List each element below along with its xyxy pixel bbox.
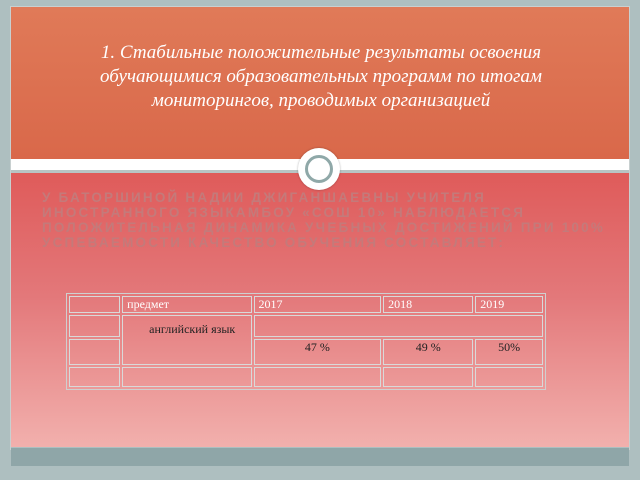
header-2018: 2018	[383, 296, 474, 313]
subject-cell: английский язык	[122, 315, 252, 365]
table-cell-empty	[69, 367, 121, 387]
table-cell-empty	[122, 367, 252, 387]
slide-title: 1. Стабильные положительные результаты о…	[99, 42, 543, 111]
table-row	[69, 367, 543, 387]
table-header-row: предмет 2017 2018 2019	[69, 296, 543, 313]
content-panel	[11, 173, 629, 447]
table-cell-empty	[383, 367, 474, 387]
table-row: английский язык	[69, 315, 543, 365]
header-2017: 2017	[253, 296, 382, 313]
value-2019: 50%	[475, 339, 543, 365]
table-cell-empty	[253, 315, 543, 337]
slide-body-text: У Баторшиной Надии Джиганшаевны учителя …	[42, 190, 606, 250]
table-cell-empty	[69, 315, 121, 337]
table-cell-empty	[69, 296, 121, 313]
value-2017: 47 %	[253, 339, 382, 365]
results-table: предмет 2017 2018 2019 английский язык 4…	[66, 293, 546, 390]
table-cell-empty	[475, 367, 543, 387]
header-2019: 2019	[475, 296, 543, 313]
table-cell-empty	[253, 367, 382, 387]
title-header: 1. Стабильные положительные результаты о…	[11, 7, 629, 159]
value-2018: 49 %	[383, 339, 474, 365]
circle-ornament-icon	[298, 148, 340, 190]
header-subject: предмет	[122, 296, 252, 313]
table-cell-empty	[69, 339, 121, 365]
bottom-bar	[11, 448, 629, 466]
table-row: 47 % 49 % 50%	[69, 339, 543, 365]
